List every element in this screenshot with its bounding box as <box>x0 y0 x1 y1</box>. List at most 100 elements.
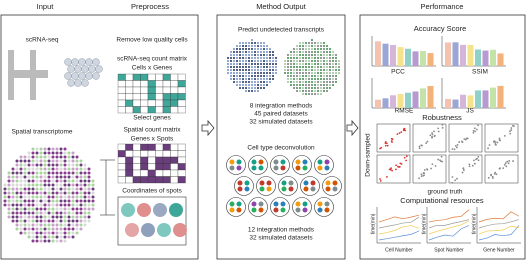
label: scRNA-seq count matrix <box>117 56 188 63</box>
matrix-cell <box>117 93 126 101</box>
pred-dot <box>260 81 262 83</box>
tissue-spot <box>55 183 59 187</box>
spot <box>137 203 151 217</box>
pred-dot <box>284 66 286 68</box>
pred-dot <box>245 45 247 47</box>
tissue-spot <box>31 183 35 187</box>
cell-type <box>236 207 242 213</box>
tissue-spot <box>67 163 71 167</box>
pred-dot <box>296 78 298 80</box>
pred-dot <box>314 45 316 47</box>
point <box>390 167 393 170</box>
spot <box>248 155 268 175</box>
matrix-cell <box>125 150 134 158</box>
pred-dot <box>335 69 337 71</box>
panel <box>484 154 519 184</box>
matrix-cell <box>155 176 164 184</box>
pred-dot <box>251 39 253 41</box>
tissue-spot <box>35 183 39 187</box>
tissue-spot <box>67 171 71 175</box>
tissue-spot <box>47 183 51 187</box>
pred-dot <box>308 48 310 50</box>
pred-dot <box>323 90 325 92</box>
right-panel <box>359 14 526 260</box>
tissue-spot <box>39 167 43 171</box>
pred-dot <box>323 66 325 68</box>
tissue-spot <box>55 155 59 159</box>
point <box>451 176 454 178</box>
tissue-spot <box>75 207 79 211</box>
coords-box <box>117 196 187 246</box>
cell-type <box>229 165 235 171</box>
pred-dot <box>287 63 289 65</box>
tissue-spot <box>35 151 39 155</box>
point <box>437 127 440 130</box>
pred-dot <box>338 63 340 65</box>
tissue-spot <box>51 195 55 199</box>
pred-dot <box>290 72 292 74</box>
cell-type <box>295 159 301 165</box>
tissue-spot <box>55 175 59 179</box>
tissue-spot <box>59 231 63 235</box>
matrix-cell <box>140 93 149 101</box>
tissue-spot <box>79 179 83 183</box>
tissue-spot <box>51 183 55 187</box>
tissue-spot <box>15 163 19 167</box>
pred-dot <box>332 84 334 86</box>
tissue-spot <box>47 231 51 235</box>
cell-type <box>280 207 286 213</box>
tissue-spot <box>63 219 67 223</box>
tissue-spot <box>3 195 7 199</box>
pred-dot <box>311 63 313 65</box>
pred-dot <box>233 54 235 56</box>
pred-dot <box>311 42 313 44</box>
pred-dot <box>290 54 292 56</box>
pred-dot <box>287 60 289 62</box>
matrix-cell <box>117 99 126 107</box>
tissue-spot <box>15 199 19 203</box>
cell <box>85 58 93 66</box>
point <box>399 162 402 165</box>
tissue-spot <box>51 171 55 175</box>
tissue-spot <box>35 231 39 235</box>
tissue-spot <box>91 179 95 183</box>
pred-dot <box>302 60 304 62</box>
pred-dot <box>242 63 244 65</box>
pred-dot <box>254 51 256 53</box>
pred-dot <box>257 90 259 92</box>
tissue-spot <box>87 171 91 175</box>
cell-type <box>280 201 286 207</box>
point <box>461 171 464 174</box>
pred-dot <box>245 42 247 44</box>
pred-dot <box>254 42 256 44</box>
pred-dot <box>320 90 322 92</box>
pred-dot <box>263 54 265 56</box>
header: Performance <box>421 2 464 11</box>
pred-dot <box>326 87 328 89</box>
metric-label: JS <box>466 108 474 115</box>
cell-type <box>251 165 257 171</box>
pred-dot <box>317 84 319 86</box>
line <box>478 225 520 235</box>
pred-dot <box>251 75 253 77</box>
bar <box>420 88 426 108</box>
pred-dot <box>284 69 286 71</box>
pred-dot <box>236 78 238 80</box>
tissue-spot <box>75 167 79 171</box>
pred-dot <box>311 75 313 77</box>
matrix-cell <box>125 93 134 101</box>
pred-dot <box>236 48 238 50</box>
tissue-spot <box>75 187 79 191</box>
pred-dot <box>308 78 310 80</box>
tissue-spot <box>15 195 19 199</box>
tissue-spot <box>67 187 71 191</box>
pred-dot <box>323 78 325 80</box>
tissue-spot <box>39 227 43 231</box>
matrix-cell <box>117 80 126 88</box>
tissue-spot <box>63 211 67 215</box>
point <box>487 176 490 179</box>
tissue-spot <box>79 175 83 179</box>
pred-dot <box>299 84 301 86</box>
pred-dot <box>260 63 262 65</box>
matrix-cell <box>117 169 126 177</box>
